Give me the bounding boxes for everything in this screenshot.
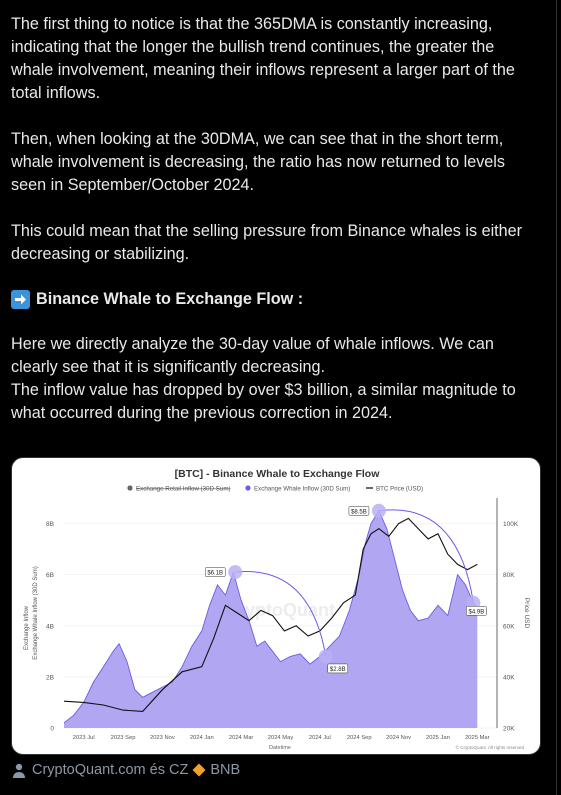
btc-price-line	[63, 517, 478, 712]
y-right-tick-label: 100K	[503, 521, 519, 528]
chart-copyright: © CryptoQuant. All rights reserved	[456, 744, 525, 750]
annotation-label: $8.5B	[351, 509, 367, 515]
annotation-highlight	[371, 503, 386, 518]
x-tick-label: 2024 Sep	[347, 735, 372, 741]
y-left-tick-label: 6B	[46, 572, 54, 579]
post-paragraph-4b: The inflow value has dropped by over $3 …	[11, 381, 516, 422]
section-heading: Binance Whale to Exchange Flow :	[11, 288, 303, 311]
annotation-box	[466, 606, 487, 616]
annotation-label: $4.9B	[469, 609, 485, 615]
annotation-box	[348, 506, 370, 516]
whale-inflow-line	[63, 509, 478, 724]
decline-arc-2024	[235, 571, 327, 657]
chart-title: [BTC] - Binance Whale to Exchange Flow	[175, 468, 381, 480]
x-tick-label: 2023 Sep	[111, 735, 136, 741]
y-left-outer-label: Exchange Inflow	[24, 605, 30, 650]
legend-marker	[127, 485, 133, 491]
y-right-tick-label: 20K	[503, 726, 515, 733]
x-tick-label: 2024 Jul	[309, 735, 331, 741]
x-tick-label: 2024 May	[268, 735, 294, 741]
annotation-highlight	[228, 565, 243, 580]
x-axis-label: Datetime	[269, 745, 291, 751]
annotation-box	[204, 567, 226, 577]
annotation-highlight	[318, 649, 333, 664]
person-icon	[13, 763, 25, 778]
right-arrow-icon	[11, 290, 30, 309]
x-tick-label: 2023 Jul	[73, 735, 95, 741]
chart-image[interactable]: [BTC] - Binance Whale to Exchange Flow Ex…	[11, 457, 541, 755]
x-tick-label: 2025 Mar	[465, 735, 490, 741]
y-right-tick-label: 80K	[503, 572, 515, 579]
y-left-tick-label: 2B	[46, 674, 54, 681]
y-right-tick-label: 60K	[503, 623, 515, 630]
annotation-box	[327, 663, 349, 674]
legend-entry: Exchange Retail Inflow (30D Sum)	[136, 486, 231, 493]
post-paragraph-4a: Here we directly analyze the 30-day valu…	[11, 335, 494, 376]
y-right-label: Price USD	[523, 598, 530, 629]
x-tick-label: 2024 Mar	[229, 735, 254, 741]
credit-text-bnb: BNB	[210, 762, 241, 778]
y-left-label: Exchange Whale Inflow (30D Sum)	[33, 566, 39, 659]
credit-text: CryptoQuant.com és CZ	[32, 762, 189, 778]
whale-inflow-area	[64, 510, 478, 728]
post-paragraph-3: This could mean that the selling pressur…	[11, 222, 523, 263]
legend-entry: BTC Price (USD)	[376, 486, 423, 493]
y-left-tick-label: 0	[50, 726, 54, 733]
whale-flow-chart: [BTC] - Binance Whale to Exchange Flow Ex…	[24, 468, 530, 751]
bnb-diamond-icon	[192, 763, 206, 777]
x-tick-label: 2025 Jan	[426, 735, 450, 741]
x-tick-label: 2024 Jan	[190, 735, 214, 741]
annotation-label: $6.1B	[207, 571, 223, 577]
post-paragraph-4: Here we directly analyze the 30-day valu…	[11, 333, 541, 425]
x-tick-label: 2024 Nov	[386, 735, 411, 741]
y-right-tick-label: 40K	[503, 674, 515, 681]
x-tick-label: 2023 Nov	[150, 735, 175, 741]
annotation-label: $2.8B	[330, 667, 346, 673]
y-left-tick-label: 8B	[46, 521, 54, 528]
y-left-tick-label: 4B	[46, 623, 54, 630]
post-paragraph-1: The first thing to notice is that the 36…	[11, 15, 515, 102]
image-credit[interactable]: CryptoQuant.com és CZ BNB	[12, 762, 240, 778]
legend-marker	[245, 485, 251, 491]
decline-arc-2025	[378, 509, 474, 603]
section-heading-text: Binance Whale to Exchange Flow :	[36, 290, 304, 308]
legend-entry: Exchange Whale Inflow (30D Sum)	[254, 486, 350, 493]
post-paragraph-2: Then, when looking at the 30DMA, we can …	[11, 130, 505, 194]
